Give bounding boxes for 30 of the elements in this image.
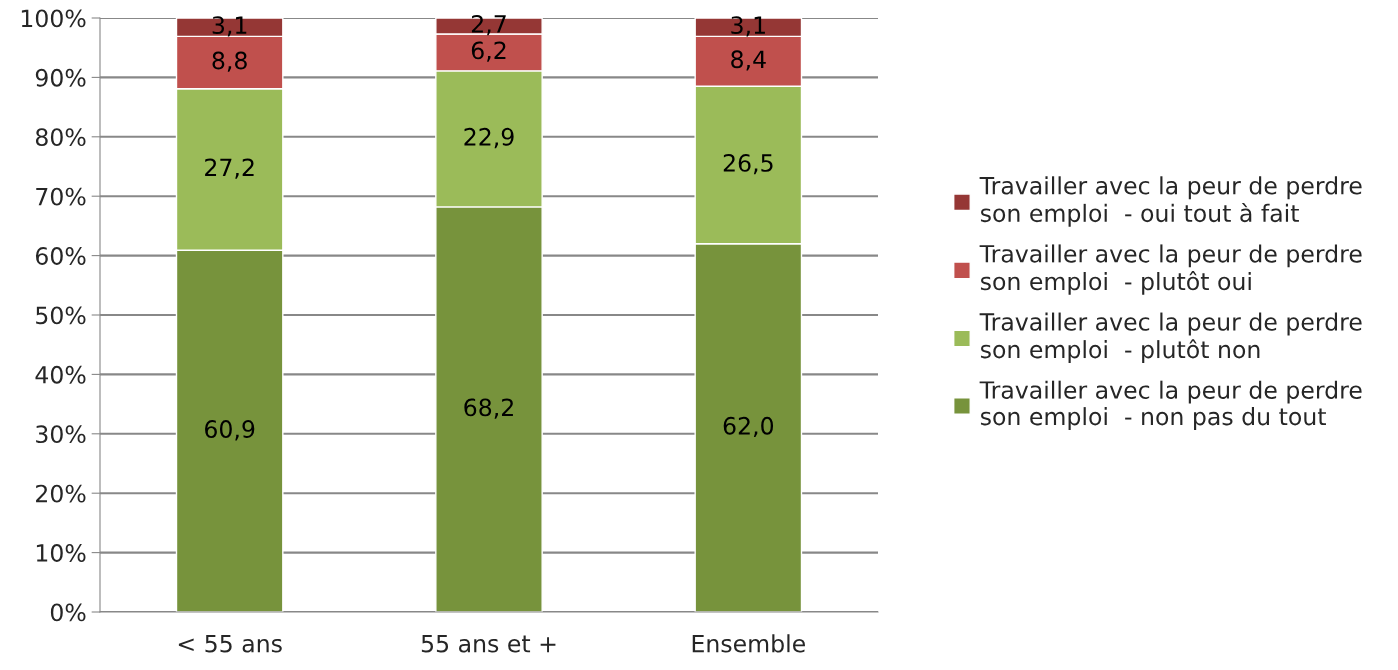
y-tick-label: 50% (36, 306, 86, 325)
data-label: 3,1 (212, 16, 247, 37)
y-tick-label: 20% (36, 484, 86, 503)
legend-label: Travailler avec la peur de perdre son emploi - non pas du tout (979, 380, 1362, 430)
data-label: 22,9 (464, 127, 514, 149)
x-tick-label: Ensemble (692, 634, 805, 653)
data-label: 62,0 (723, 416, 774, 438)
y-tick-label: 10% (36, 544, 86, 562)
y-tick-label: 30% (36, 425, 86, 444)
data-label: 2,7 (471, 15, 506, 36)
y-tick-label: 60% (35, 247, 86, 265)
data-label: 8,4 (731, 50, 766, 71)
data-label: 3,1 (731, 16, 765, 37)
y-tick-label: 90% (35, 68, 86, 87)
legend-label: Travailler avec la peur de perdre son emploi - plutôt oui (979, 244, 1362, 295)
data-label: 27,2 (205, 158, 254, 179)
legend-label: Travailler avec la peur de perdre son emploi - oui tout à fait (979, 176, 1362, 227)
x-tick-label: 55 ans et + (421, 634, 556, 653)
data-label: 26,5 (723, 154, 773, 175)
x-tick-label: < 55 ans (178, 634, 282, 653)
y-tick-label: 40% (35, 365, 86, 384)
data-label: 60,9 (205, 420, 255, 441)
y-tick-label: 80% (35, 128, 86, 147)
data-label: 6,2 (471, 41, 506, 62)
y-tick-label: 0% (50, 603, 86, 622)
data-label: 8,8 (212, 51, 247, 72)
y-tick-label: 100% (21, 9, 86, 28)
y-tick-label: 70% (36, 187, 86, 206)
legend-label: Travailler avec la peur de perdre son emploi - plutôt non (979, 312, 1362, 363)
data-label: 68,2 (464, 398, 513, 419)
